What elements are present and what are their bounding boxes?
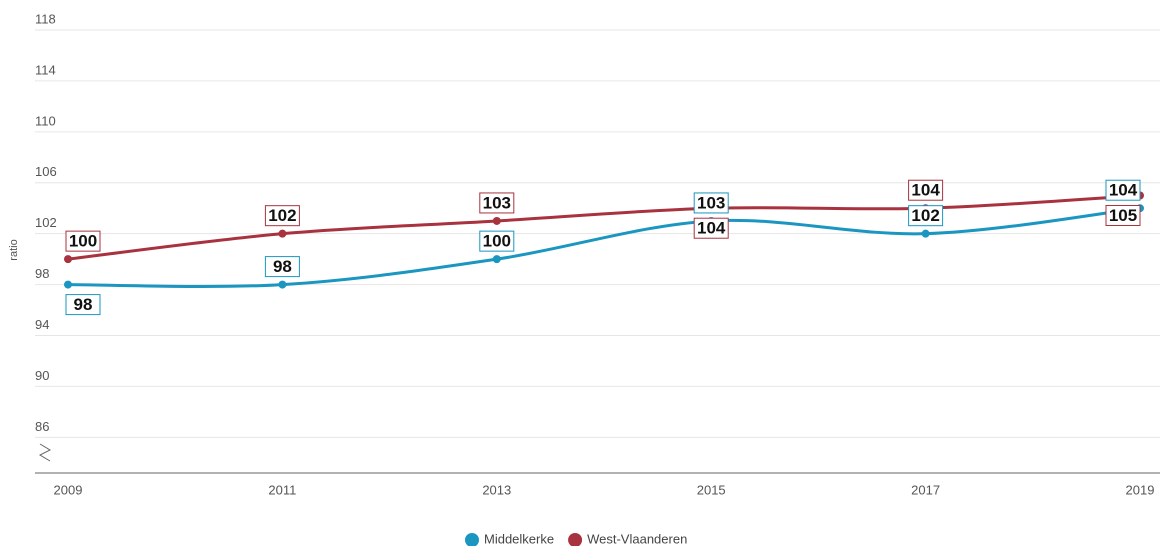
y-tick-label: 110	[35, 113, 56, 128]
point	[64, 255, 72, 264]
x-tick-label: 2015	[697, 482, 726, 497]
data-label-box	[693, 192, 729, 214]
point	[64, 280, 72, 289]
data-label-box	[693, 217, 729, 239]
y-tick-label: 98	[35, 266, 49, 281]
data-label: 103	[483, 193, 511, 212]
data-label-box	[479, 192, 515, 214]
data-label-box	[264, 256, 300, 278]
data-label: 100	[69, 232, 97, 251]
x-tick-label: 2017	[911, 482, 940, 497]
data-label: 100	[483, 232, 511, 251]
series-line	[67, 206, 1141, 288]
y-tick-label: 102	[35, 215, 57, 230]
legend-label: Middelkerke	[484, 531, 554, 546]
y-tick-label: 94	[35, 317, 49, 332]
x-tick-label: 2009	[54, 482, 83, 497]
data-label: 98	[273, 257, 292, 276]
data-label-box	[65, 230, 101, 252]
y-tick-label: 106	[35, 164, 57, 179]
y-tick-label: 90	[35, 368, 49, 383]
legend-label: West-Vlaanderen	[587, 531, 687, 546]
x-tick-label: 2019	[1126, 482, 1155, 497]
data-label: 103	[697, 193, 725, 212]
y-tick-label: 118	[35, 11, 56, 26]
data-label-box	[1105, 204, 1141, 226]
data-label-box	[1105, 179, 1141, 201]
y-tick-label: 114	[35, 62, 56, 77]
axis-break	[38, 443, 52, 462]
series-line	[67, 193, 1141, 261]
legend-marker	[568, 533, 583, 546]
point	[278, 229, 287, 238]
data-label-box	[908, 179, 944, 201]
data-label-box	[479, 230, 515, 252]
data-label-box	[65, 294, 101, 316]
data-label: 104	[911, 181, 940, 200]
data-label: 105	[1109, 206, 1137, 225]
point	[921, 229, 930, 238]
y-tick-label: 86	[35, 419, 49, 434]
legend-marker	[465, 533, 479, 546]
point	[492, 216, 501, 225]
data-label: 98	[74, 295, 93, 314]
data-label: 102	[911, 206, 939, 225]
x-tick-label: 2013	[482, 482, 511, 497]
data-label-box	[264, 205, 300, 227]
data-label: 104	[697, 219, 726, 238]
data-label-box	[908, 205, 944, 227]
data-label: 104	[1109, 181, 1138, 200]
data-label: 102	[268, 206, 296, 225]
point	[492, 255, 501, 264]
point	[278, 280, 287, 289]
x-tick-label: 2011	[268, 482, 296, 497]
y-axis-label: ratio	[8, 239, 20, 260]
